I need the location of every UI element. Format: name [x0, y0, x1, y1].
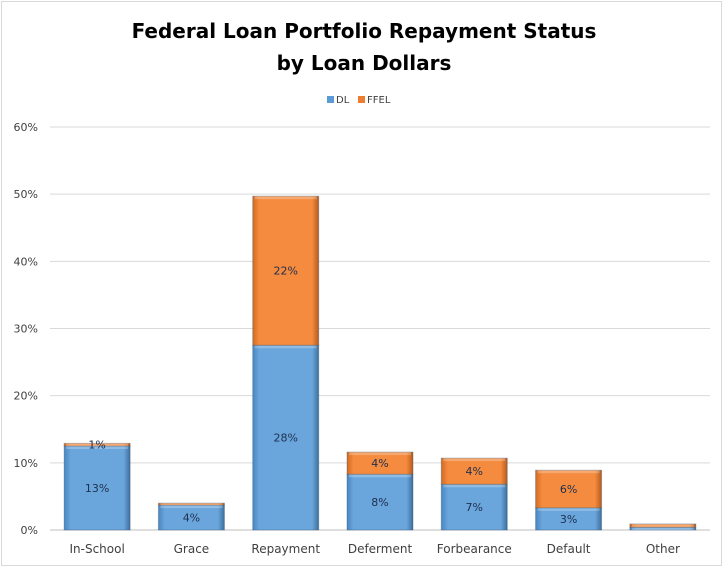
bar-bevel [160, 503, 223, 506]
y-tick-label: 10% [14, 457, 38, 470]
bar-dl-repayment [252, 344, 320, 531]
data-label: 13% [85, 482, 109, 495]
legend-label-ffel: FFEL [367, 95, 391, 106]
y-tick-label: 60% [14, 121, 38, 134]
data-label: 6% [560, 483, 577, 496]
bar-bevel [443, 458, 506, 462]
bar-bevel [160, 505, 223, 509]
bar-bevel [66, 446, 129, 450]
data-label: 4% [371, 457, 388, 470]
bar-bevel [443, 484, 506, 488]
legend: DL FFEL [327, 95, 391, 106]
bar-bevel [537, 507, 600, 511]
bar-bevel [254, 196, 317, 200]
y-tick-label: 50% [14, 188, 38, 201]
legend-label-dl: DL [336, 95, 350, 106]
data-label: 22% [273, 265, 297, 278]
y-tick-label: 30% [14, 323, 38, 336]
bar-bevel [631, 523, 694, 527]
data-label: 28% [273, 432, 297, 445]
bar-ffel-forbearance [440, 457, 508, 485]
bar-dl-deferment [346, 473, 414, 531]
data-label: 1% [88, 439, 105, 452]
bar-bevel [349, 452, 411, 456]
x-tick-label: Repayment [251, 542, 320, 556]
bar-ffel-other [629, 523, 697, 528]
legend-swatch-dl [327, 96, 334, 103]
data-label: 7% [466, 501, 483, 514]
bar-bevel [254, 345, 317, 349]
x-tick-label: Forbearance [437, 542, 512, 556]
bar-bevel [631, 527, 694, 530]
x-tick-label: Default [547, 542, 591, 556]
bar-bevel [66, 443, 129, 447]
bar-bevel [349, 474, 411, 478]
chart-title-line2: by Loan Dollars [277, 51, 452, 75]
x-tick-label: Grace [174, 542, 210, 556]
data-label: 8% [371, 496, 388, 509]
data-label: 3% [560, 513, 577, 526]
bar-ffel-grace [157, 502, 225, 506]
x-tick-label: Deferment [348, 542, 413, 556]
bar-dl-in-school [63, 445, 131, 531]
y-tick-label: 0% [21, 524, 38, 537]
bar-ffel-in-school [63, 442, 131, 447]
x-tick-label: In-School [69, 542, 124, 556]
bar-dl-grace [157, 504, 225, 531]
chart-title-line1: Federal Loan Portfolio Repayment Status [132, 19, 597, 43]
x-tick-label: Other [646, 542, 680, 556]
data-label: 4% [466, 465, 483, 478]
bar-ffel-deferment [346, 451, 414, 475]
y-tick-label: 20% [14, 390, 38, 403]
legend-swatch-ffel [358, 96, 365, 103]
bar-dl-forbearance [440, 483, 508, 531]
y-tick-label: 40% [14, 255, 38, 268]
bar-ffel-repayment [252, 195, 320, 346]
bar-bevel [537, 470, 600, 474]
bar-ffel-default [535, 469, 603, 509]
data-label: 4% [183, 512, 200, 525]
